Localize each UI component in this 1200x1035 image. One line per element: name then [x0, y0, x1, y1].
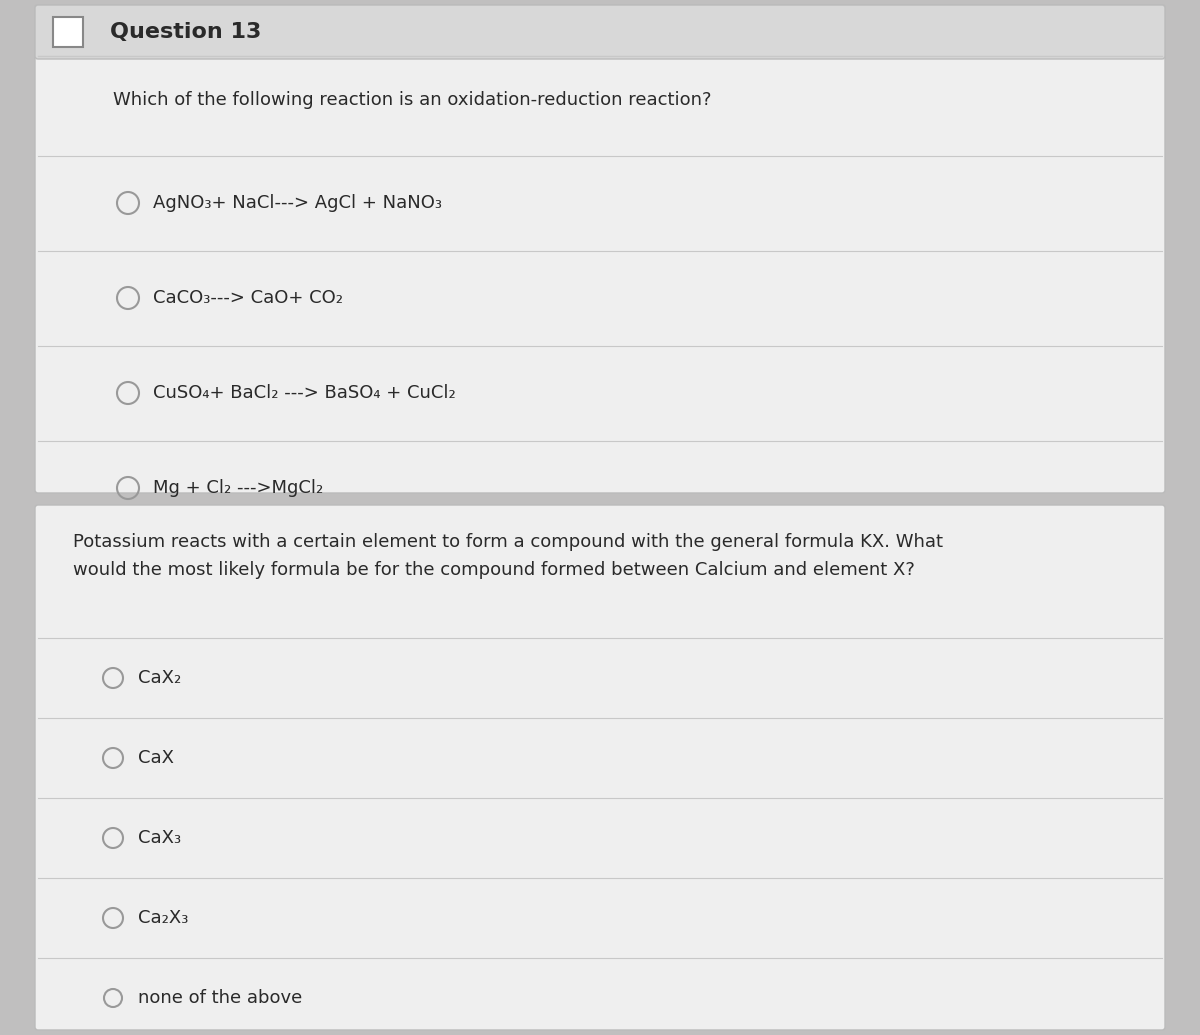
Text: CaX: CaX: [138, 749, 174, 767]
FancyBboxPatch shape: [35, 5, 1165, 493]
Text: none of the above: none of the above: [138, 989, 302, 1007]
Text: AgNO₃+ NaCl---> AgCl + NaNO₃: AgNO₃+ NaCl---> AgCl + NaNO₃: [154, 194, 442, 212]
Text: CaCO₃---> CaO+ CO₂: CaCO₃---> CaO+ CO₂: [154, 289, 343, 307]
FancyBboxPatch shape: [35, 5, 1165, 59]
FancyBboxPatch shape: [35, 505, 1165, 1030]
Text: Potassium reacts with a certain element to form a compound with the general form: Potassium reacts with a certain element …: [73, 533, 943, 579]
Text: CuSO₄+ BaCl₂ ---> BaSO₄ + CuCl₂: CuSO₄+ BaCl₂ ---> BaSO₄ + CuCl₂: [154, 384, 456, 402]
Text: CaX₃: CaX₃: [138, 829, 181, 847]
Text: Ca₂X₃: Ca₂X₃: [138, 909, 188, 927]
Text: Mg + Cl₂ --->MgCl₂: Mg + Cl₂ --->MgCl₂: [154, 479, 323, 497]
Text: Which of the following reaction is an oxidation-reduction reaction?: Which of the following reaction is an ox…: [113, 91, 712, 109]
Text: Question 13: Question 13: [110, 22, 262, 42]
Text: CaX₂: CaX₂: [138, 669, 181, 687]
FancyBboxPatch shape: [53, 17, 83, 47]
